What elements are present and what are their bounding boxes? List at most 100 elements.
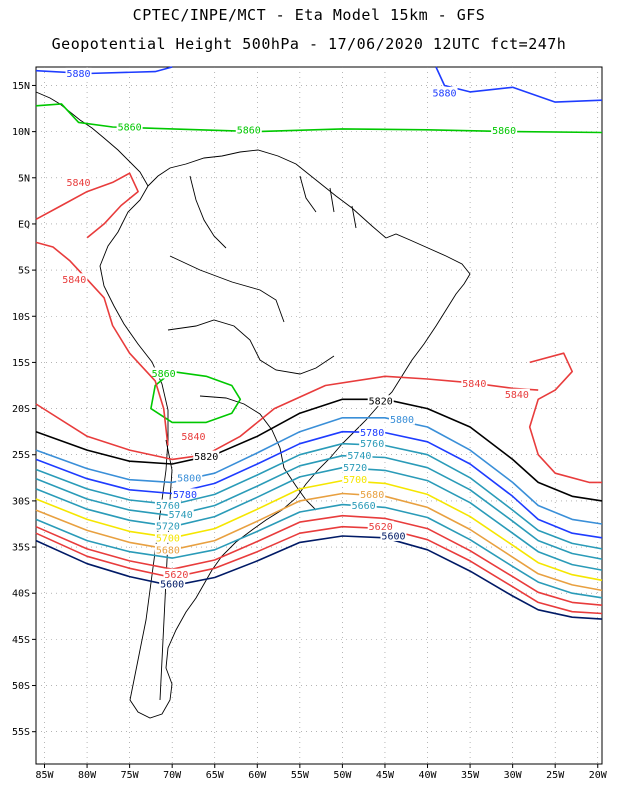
contour-label-bg — [342, 473, 369, 485]
contour-5620 — [35, 525, 603, 615]
axis-ticks: 85W 80W 75W 70W 65W 60W 55W 50W 45W 40W 35W 30W 25W 2… — [12, 81, 608, 781]
lat-tick-label: 15N — [12, 81, 30, 92]
contour-label-bg — [193, 450, 220, 462]
lat-tick-label: 30S — [12, 496, 30, 507]
contour-label-bg — [150, 367, 177, 379]
contour-label-bg — [359, 488, 386, 500]
contour-label-bg — [503, 388, 530, 400]
contour-label-5820: 5820 — [194, 452, 218, 463]
contour-label-5680: 5680 — [156, 545, 180, 556]
contour-label-5800: 5800 — [177, 473, 201, 484]
contour-label-5800: 5800 — [390, 415, 414, 426]
contour-5840 — [528, 352, 602, 484]
contour-label-bg — [380, 529, 407, 541]
contour-label-bg — [367, 520, 394, 532]
contour-label-5700: 5700 — [156, 533, 180, 544]
lon-tick-label: 55W — [291, 770, 310, 781]
lat-tick-label: 25S — [12, 450, 30, 461]
contour-label-5860: 5860 — [492, 126, 516, 137]
border-argentina-chile — [159, 439, 173, 701]
border-brazil-north — [169, 255, 285, 323]
contour-label-bg — [388, 413, 415, 425]
contour-label-bg — [65, 176, 92, 188]
contour-5860 — [35, 103, 603, 134]
border-venezuela-colombia — [189, 175, 227, 249]
contour-label-5880: 5880 — [67, 69, 91, 80]
contour-label-5860: 5860 — [118, 123, 142, 134]
contour-label-bg — [342, 461, 369, 473]
central-america-coast — [35, 91, 149, 187]
lat-tick-label: EQ — [18, 219, 30, 230]
contour-label-bg — [431, 86, 458, 98]
contour-label-bg — [154, 531, 181, 543]
lat-tick-label: 10N — [12, 127, 30, 138]
contour-label-5840: 5840 — [462, 379, 486, 390]
map-frame — [35, 66, 603, 765]
lon-tick-label: 85W — [35, 770, 54, 781]
border-brazil-uruguay — [283, 467, 317, 511]
contour-5860 — [150, 370, 242, 424]
contour-5780 — [35, 430, 603, 539]
contour-label-bg — [367, 395, 394, 407]
lat-tick-label: 10S — [12, 312, 30, 323]
map-title-line-1: CPTEC/INPE/MCT - Eta Model 15km - GFS — [132, 6, 486, 24]
contour-label-bg — [163, 568, 190, 580]
contour-label-bg — [180, 430, 207, 442]
contour-label-bg — [461, 377, 488, 389]
contour-label-5780: 5780 — [360, 428, 384, 439]
contour-label-bg — [154, 499, 181, 511]
contour-label-5780: 5780 — [173, 490, 197, 501]
contour-5760 — [35, 442, 603, 550]
contour-label-5660: 5660 — [352, 501, 376, 512]
contour-label-bg — [359, 426, 386, 438]
contour-label-bg — [154, 519, 181, 531]
contour-5600 — [35, 535, 603, 620]
lat-tick-label: 5S — [18, 266, 30, 277]
lat-tick-label: 20S — [12, 404, 30, 415]
contour-label-bg — [235, 123, 262, 135]
contour-label-5600: 5600 — [381, 531, 405, 542]
map-title-line-2: Geopotential Height 500hPa - 17/06/2020 … — [51, 35, 567, 53]
lon-tick-label: 45W — [376, 770, 395, 781]
contour-label-5820: 5820 — [369, 397, 393, 408]
contour-label-5880: 5880 — [432, 88, 456, 99]
lon-tick-label: 80W — [78, 770, 97, 781]
contour-5840 — [35, 241, 169, 446]
lat-tick-label: 35S — [12, 543, 30, 554]
lat-tick-label: 55S — [12, 727, 30, 738]
contour-5880 — [35, 66, 173, 75]
contour-label-5840: 5840 — [505, 390, 529, 401]
contour-5680 — [35, 492, 603, 592]
contour-label-bg — [61, 273, 88, 285]
contour-5740 — [35, 454, 603, 560]
border-peru-bolivia — [167, 319, 335, 375]
lon-tick-label: 65W — [206, 770, 225, 781]
contour-5660 — [35, 503, 603, 599]
contour-label-5700: 5700 — [343, 475, 367, 486]
lat-tick-label: 40S — [12, 589, 30, 600]
contour-label-bg — [159, 577, 186, 589]
contour-label-5720: 5720 — [343, 463, 367, 474]
contour-5840 — [35, 514, 603, 606]
lon-tick-label: 70W — [163, 770, 182, 781]
lon-tick-label: 50W — [333, 770, 352, 781]
contour-label-bg — [346, 449, 373, 461]
contour-label-bg — [65, 67, 92, 79]
lon-tick-label: 75W — [121, 770, 140, 781]
contour-label-bg — [359, 437, 386, 449]
contour-label-5860: 5860 — [152, 369, 176, 380]
contour-label-bg — [167, 508, 194, 520]
lon-tick-label: 25W — [546, 770, 565, 781]
lon-tick-label: 30W — [504, 770, 523, 781]
contour-label-5740: 5740 — [169, 510, 193, 521]
contour-label-bg — [350, 499, 377, 511]
contour-label-5840: 5840 — [181, 432, 205, 443]
contour-label-5840: 5840 — [67, 178, 91, 189]
contour-label-5740: 5740 — [347, 451, 371, 462]
contour-label-5840: 5840 — [62, 275, 86, 286]
contour-label-5680: 5680 — [360, 490, 384, 501]
contour-label-bg — [154, 543, 181, 555]
lat-tick-label: 5N — [18, 173, 30, 184]
contour-label-5760: 5760 — [360, 439, 384, 450]
